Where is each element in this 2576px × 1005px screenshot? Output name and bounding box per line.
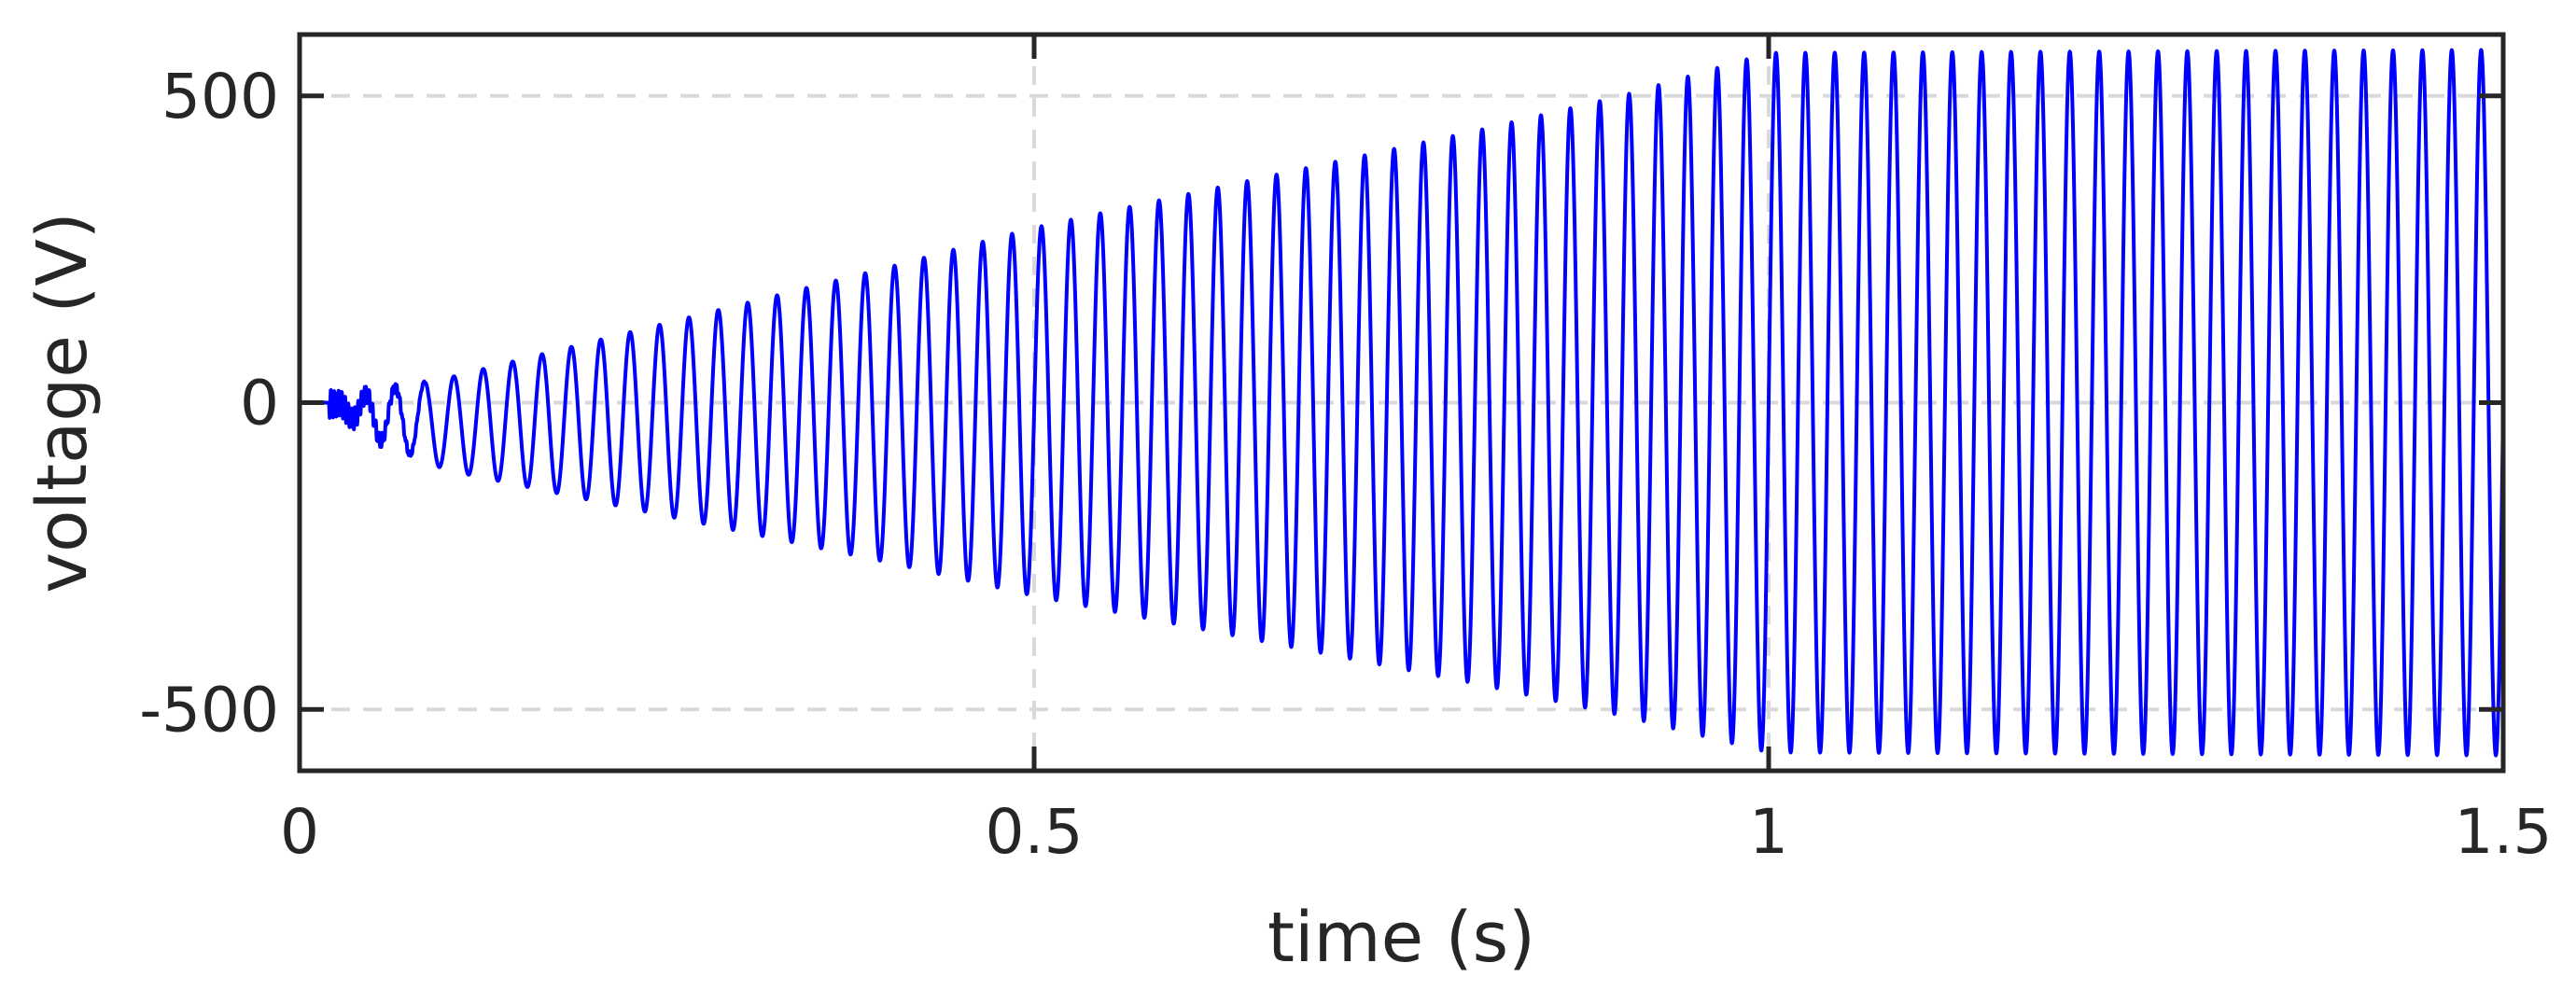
axes-layer [297,32,2506,774]
y-tick-label: 0 [240,368,279,440]
y-tick-label: -500 [139,674,279,746]
plot-layer [298,48,2505,758]
x-tick-label: 0.5 [986,796,1084,868]
x-tick-label: 0 [280,796,319,868]
x-axis-label: time (s) [1267,898,1535,978]
x-tick-label: 1 [1749,796,1788,868]
y-tick-label: 500 [161,61,279,133]
series-line-0 [298,48,2505,758]
x-tick-label: 1.5 [2455,796,2553,868]
y-axis-label: voltage (V) [22,212,103,593]
